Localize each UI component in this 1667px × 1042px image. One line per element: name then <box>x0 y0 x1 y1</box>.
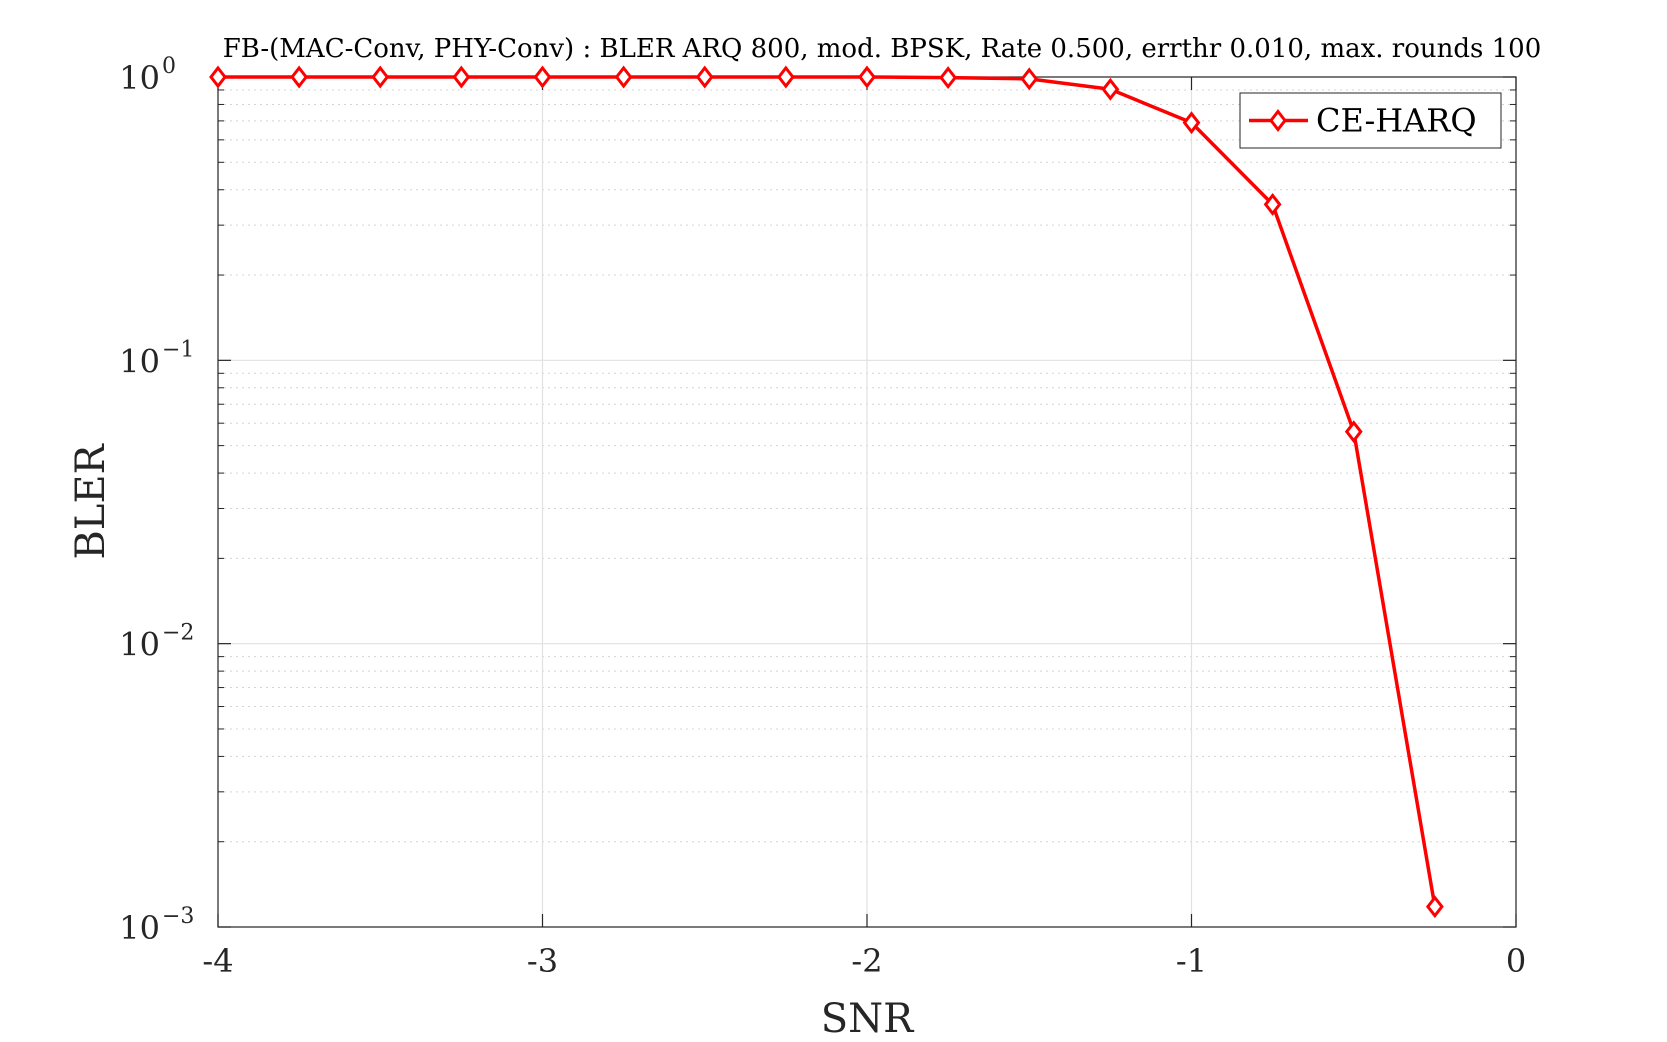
x-tick-label: -2 <box>851 942 882 980</box>
x-tick-label: -3 <box>527 942 558 980</box>
x-tick-labels: -4 -3 -2 -1 0 <box>202 942 1526 980</box>
data-point-marker <box>533 65 552 89</box>
data-point-marker <box>614 65 633 89</box>
legend: CE-HARQ <box>1239 92 1502 149</box>
x-tick-label: -1 <box>1176 942 1207 980</box>
legend-diamond-marker <box>1269 109 1287 132</box>
y-tick-label: 10 <box>119 59 160 97</box>
data-point-marker <box>776 65 795 89</box>
data-point-marker <box>452 65 471 89</box>
series-line-ce-harq <box>218 75 1437 907</box>
x-axis-label: SNR <box>821 996 915 1042</box>
data-point-marker <box>1020 67 1039 91</box>
data-point-marker <box>1425 895 1444 919</box>
data-point-marker <box>371 65 390 89</box>
x-tick-label: -4 <box>202 942 233 980</box>
data-point-marker <box>939 66 958 90</box>
data-point-marker <box>290 65 309 89</box>
y-tick-exponent: −2 <box>162 621 194 646</box>
y-tick-exponent: −1 <box>162 337 194 362</box>
y-tick-exponent: 0 <box>162 54 176 79</box>
y-tick-label: 10 <box>119 342 160 380</box>
data-point-marker <box>1344 420 1363 444</box>
series-layer <box>209 65 1444 919</box>
data-point-marker <box>1263 192 1282 216</box>
y-axis-label: BLER <box>68 442 114 559</box>
y-tick-label: 10 <box>119 626 160 664</box>
data-point-marker <box>209 65 227 89</box>
data-point-marker <box>1182 111 1201 135</box>
chart-title: FB-(MAC-Conv, PHY-Conv) : BLER ARQ 800, … <box>223 34 1541 64</box>
y-tick-label: 10 <box>119 909 160 947</box>
data-point-marker <box>1101 77 1120 101</box>
x-tick-label: 0 <box>1506 942 1526 980</box>
data-point-marker <box>858 65 876 89</box>
y-tick-exponent: −3 <box>162 904 194 929</box>
data-point-marker <box>695 65 714 89</box>
legend-entry-ce-harq: CE-HARQ <box>1316 102 1477 140</box>
